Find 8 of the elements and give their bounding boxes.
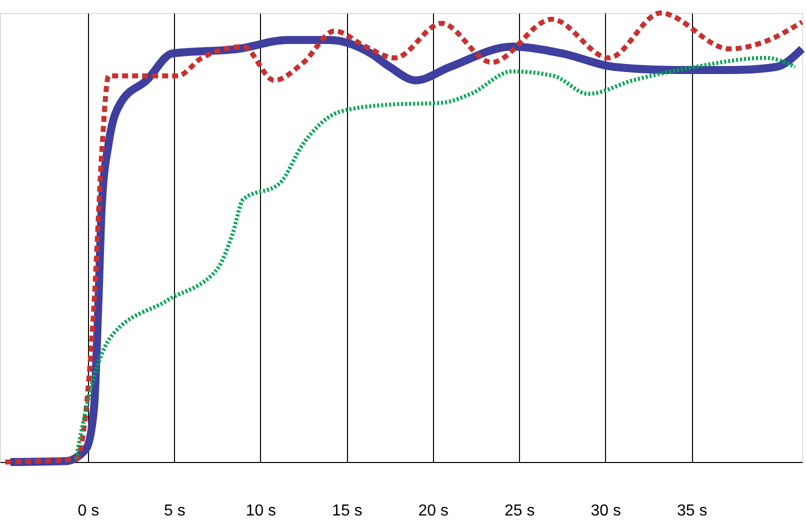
x-tick-label: 0 s (78, 502, 100, 520)
x-tick-label: 15 s (332, 502, 362, 520)
x-tick-label: 25 s (504, 502, 535, 520)
x-tick-label: 10 s (246, 502, 276, 520)
x-tick-label: 35 s (676, 502, 708, 520)
x-tick-label: 30 s (590, 502, 622, 520)
x-tick-label: 5 s (164, 502, 186, 520)
x-tick-label: 20 s (418, 502, 449, 520)
